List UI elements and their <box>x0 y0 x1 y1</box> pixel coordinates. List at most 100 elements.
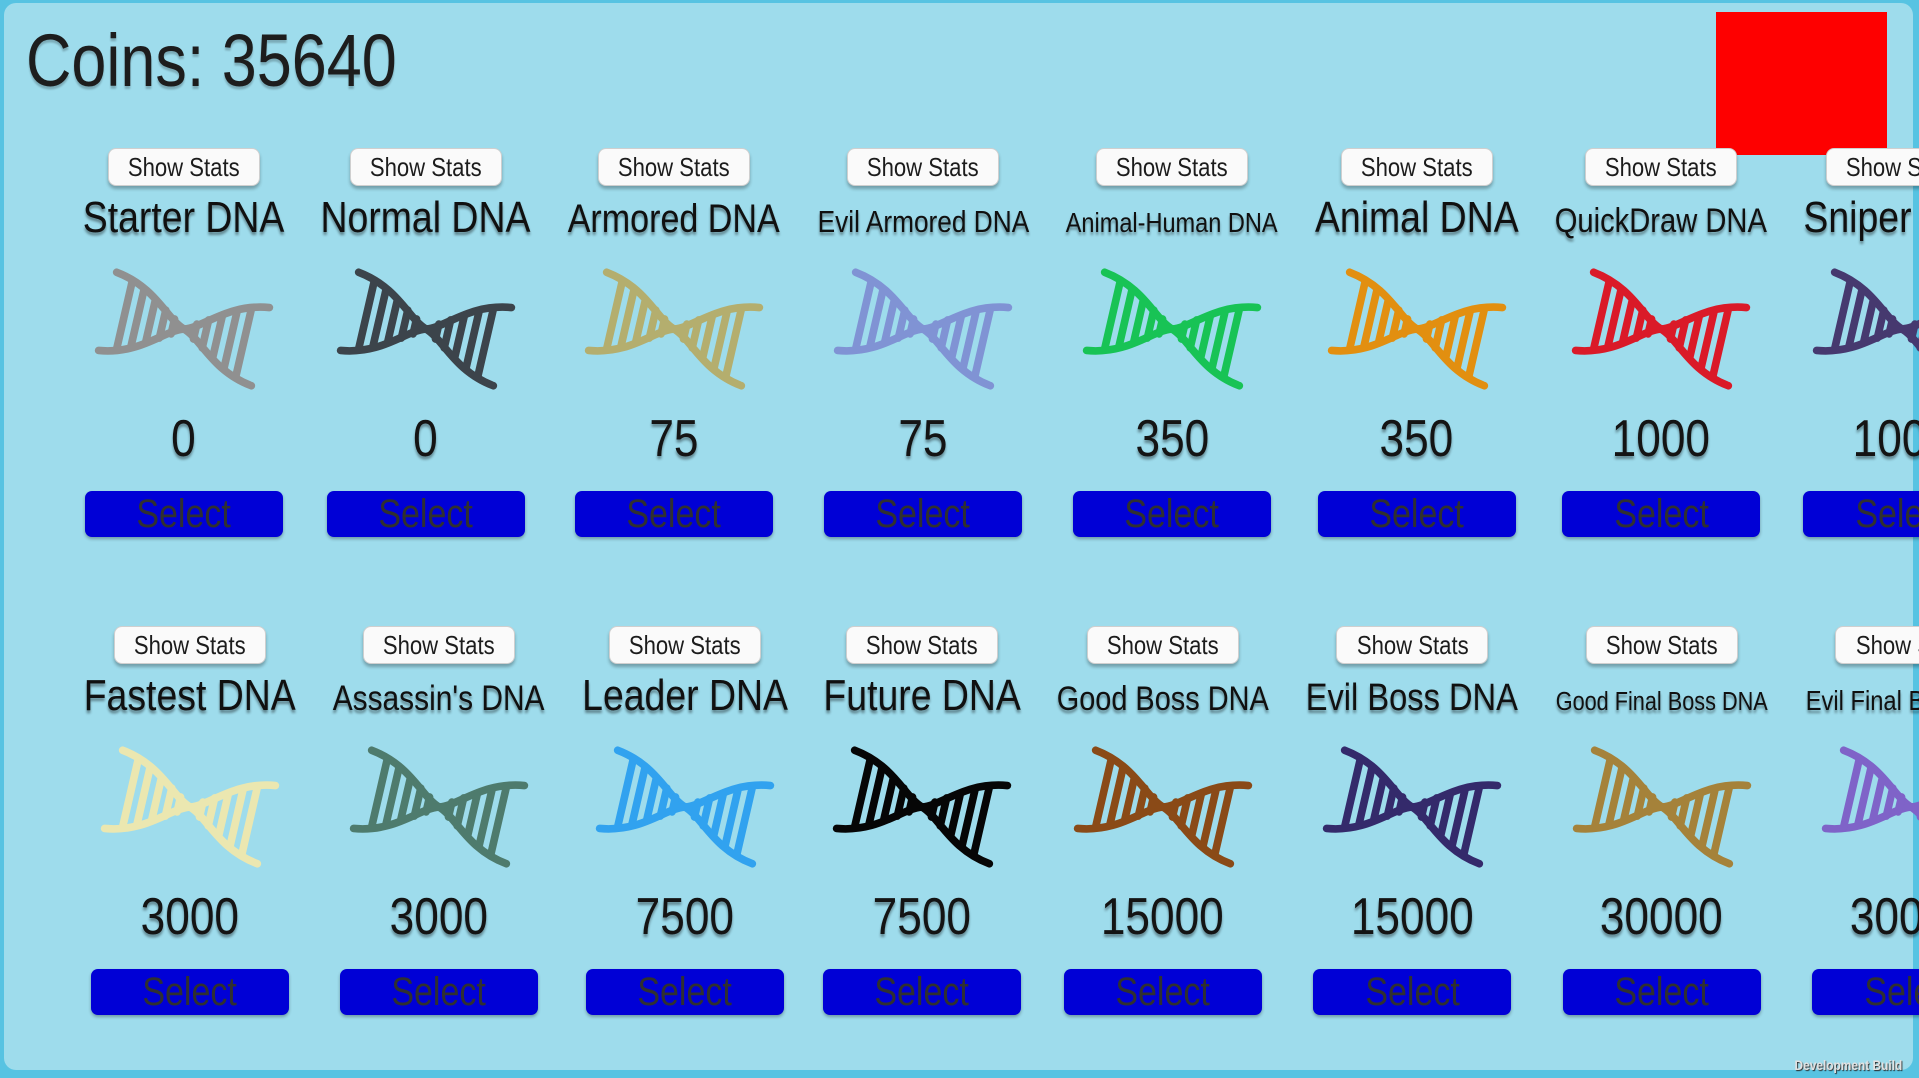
dna-card: Show Stats Evil Boss DNA <box>1287 626 1537 1015</box>
select-button[interactable]: Select <box>823 491 1022 537</box>
select-button[interactable]: Select <box>822 969 1021 1015</box>
dna-price: 30000 <box>1849 888 1919 946</box>
red-button[interactable] <box>1716 12 1887 155</box>
show-stats-button[interactable]: Show Stats <box>1340 148 1493 186</box>
select-button[interactable]: Select <box>574 491 773 537</box>
show-stats-button[interactable]: Show Stats <box>1585 626 1738 664</box>
show-stats-button[interactable]: Show Stats <box>1585 148 1738 186</box>
show-stats-button[interactable]: Show Stats <box>608 626 761 664</box>
select-label: Select <box>1124 491 1220 536</box>
show-stats-label: Show Stats <box>1360 151 1473 182</box>
dna-card: Show Stats Good Final Boss DNA <box>1537 626 1786 1015</box>
dna-card: Show Stats Armored DNA <box>549 148 798 537</box>
show-stats-label: Show Stats <box>617 151 730 182</box>
select-button[interactable]: Select <box>1803 491 1919 537</box>
dna-price: 7500 <box>872 888 972 946</box>
select-button[interactable]: Select <box>1313 969 1512 1015</box>
show-stats-label: Show Stats <box>383 629 495 660</box>
select-button[interactable]: Select <box>339 969 538 1015</box>
dna-icon <box>1327 247 1506 411</box>
select-label: Select <box>1365 969 1460 1014</box>
show-stats-label: Show Stats <box>865 629 978 660</box>
show-stats-label: Show Stats <box>1605 151 1718 182</box>
select-label: Select <box>875 491 971 536</box>
dna-card: Show Stats Animal-Human DNA <box>1047 148 1296 537</box>
dna-card: Show Stats Future DNA <box>806 626 1038 1015</box>
select-label: Select <box>637 969 732 1014</box>
dna-name: Future DNA <box>823 671 1021 720</box>
select-label: Select <box>1613 491 1709 536</box>
select-label: Select <box>1854 491 1919 536</box>
show-stats-button[interactable]: Show Stats <box>1096 148 1249 186</box>
select-button[interactable]: Select <box>1073 491 1272 537</box>
select-button[interactable]: Select <box>326 491 525 537</box>
dna-name: Animal DNA <box>1314 193 1519 242</box>
dna-name: Good Final Boss DNA <box>1555 688 1768 716</box>
show-stats-button[interactable]: Show Stats <box>597 148 750 186</box>
show-stats-button[interactable]: Show Stats <box>107 148 260 186</box>
dna-price: 15000 <box>1101 888 1225 946</box>
select-button[interactable]: Select <box>1562 969 1761 1015</box>
select-button[interactable]: Select <box>90 969 289 1015</box>
dna-icon <box>336 247 515 411</box>
show-stats-label: Show Stats <box>127 151 240 182</box>
dna-card: Show Stats Good Boss DNA <box>1038 626 1287 1015</box>
dna-name: QuickDraw DNA <box>1555 202 1768 240</box>
dna-price: 3000 <box>389 888 489 946</box>
dna-card: Show Stats Leader DNA <box>564 626 806 1015</box>
dna-price: 0 <box>413 410 438 468</box>
show-stats-label: Show Stats <box>628 629 741 660</box>
dna-name: Armored DNA <box>567 197 780 241</box>
select-label: Select <box>874 969 970 1014</box>
development-build-watermark: Development Build <box>1794 1057 1903 1073</box>
select-label: Select <box>378 491 473 536</box>
dna-name: Starter DNA <box>82 193 285 242</box>
dna-name: Evil Armored DNA <box>817 204 1029 239</box>
show-stats-button[interactable]: Show Stats <box>113 626 266 664</box>
dna-icon <box>1812 247 1919 411</box>
show-stats-button[interactable]: Show Stats <box>845 626 998 664</box>
select-button[interactable]: Select <box>84 491 283 537</box>
show-stats-button[interactable]: Show Stats <box>1086 626 1239 664</box>
dna-price: 15000 <box>1350 888 1474 946</box>
dna-card: Show Stats Normal DNA <box>302 148 549 537</box>
dna-price: 350 <box>1379 410 1454 468</box>
select-button[interactable]: Select <box>1812 969 1919 1015</box>
select-button[interactable]: Select <box>1562 491 1761 537</box>
dna-price: 0 <box>171 410 196 468</box>
dna-card: Show Stats Fastest DNA <box>65 626 314 1015</box>
show-stats-label: Show Stats <box>133 629 246 660</box>
show-stats-label: Show Stats <box>369 151 482 182</box>
select-label: Select <box>1115 969 1210 1014</box>
show-stats-label: Show Stats <box>1846 151 1919 182</box>
select-label: Select <box>391 969 487 1014</box>
show-stats-label: Show Stats <box>1106 629 1219 660</box>
dna-icon <box>1073 725 1252 889</box>
dna-card: Show Stats Sniper DNA <box>1786 148 1919 537</box>
select-label: Select <box>626 491 722 536</box>
dna-name: Evil Final Boss DNA <box>1805 685 1919 716</box>
dna-icon <box>1323 725 1502 889</box>
dna-icon <box>1571 247 1751 411</box>
show-stats-label: Show Stats <box>1116 151 1228 182</box>
show-stats-button[interactable]: Show Stats <box>846 148 999 186</box>
dna-icon <box>833 247 1013 411</box>
show-stats-button[interactable]: Show Stats <box>362 626 515 664</box>
select-button[interactable]: Select <box>585 969 784 1015</box>
dna-card: Show Stats Evil Final Boss DNA <box>1787 626 1919 1015</box>
dna-price: 75 <box>898 410 948 468</box>
dna-row-1: Show Stats Starter DNA <box>65 148 1919 537</box>
dna-name: Assassin's DNA <box>333 679 545 718</box>
select-button[interactable]: Select <box>1317 491 1516 537</box>
dna-name: Good Boss DNA <box>1056 680 1269 718</box>
dna-price: 1000 <box>1611 410 1711 468</box>
dna-price: 1000 <box>1852 410 1919 468</box>
show-stats-button[interactable]: Show Stats <box>349 148 502 186</box>
select-label: Select <box>142 969 237 1014</box>
show-stats-button[interactable]: Show Stats <box>1826 148 1919 186</box>
show-stats-button[interactable]: Show Stats <box>1336 626 1489 664</box>
show-stats-button[interactable]: Show Stats <box>1835 626 1919 664</box>
select-button[interactable]: Select <box>1063 969 1262 1015</box>
dna-icon <box>1082 247 1262 411</box>
